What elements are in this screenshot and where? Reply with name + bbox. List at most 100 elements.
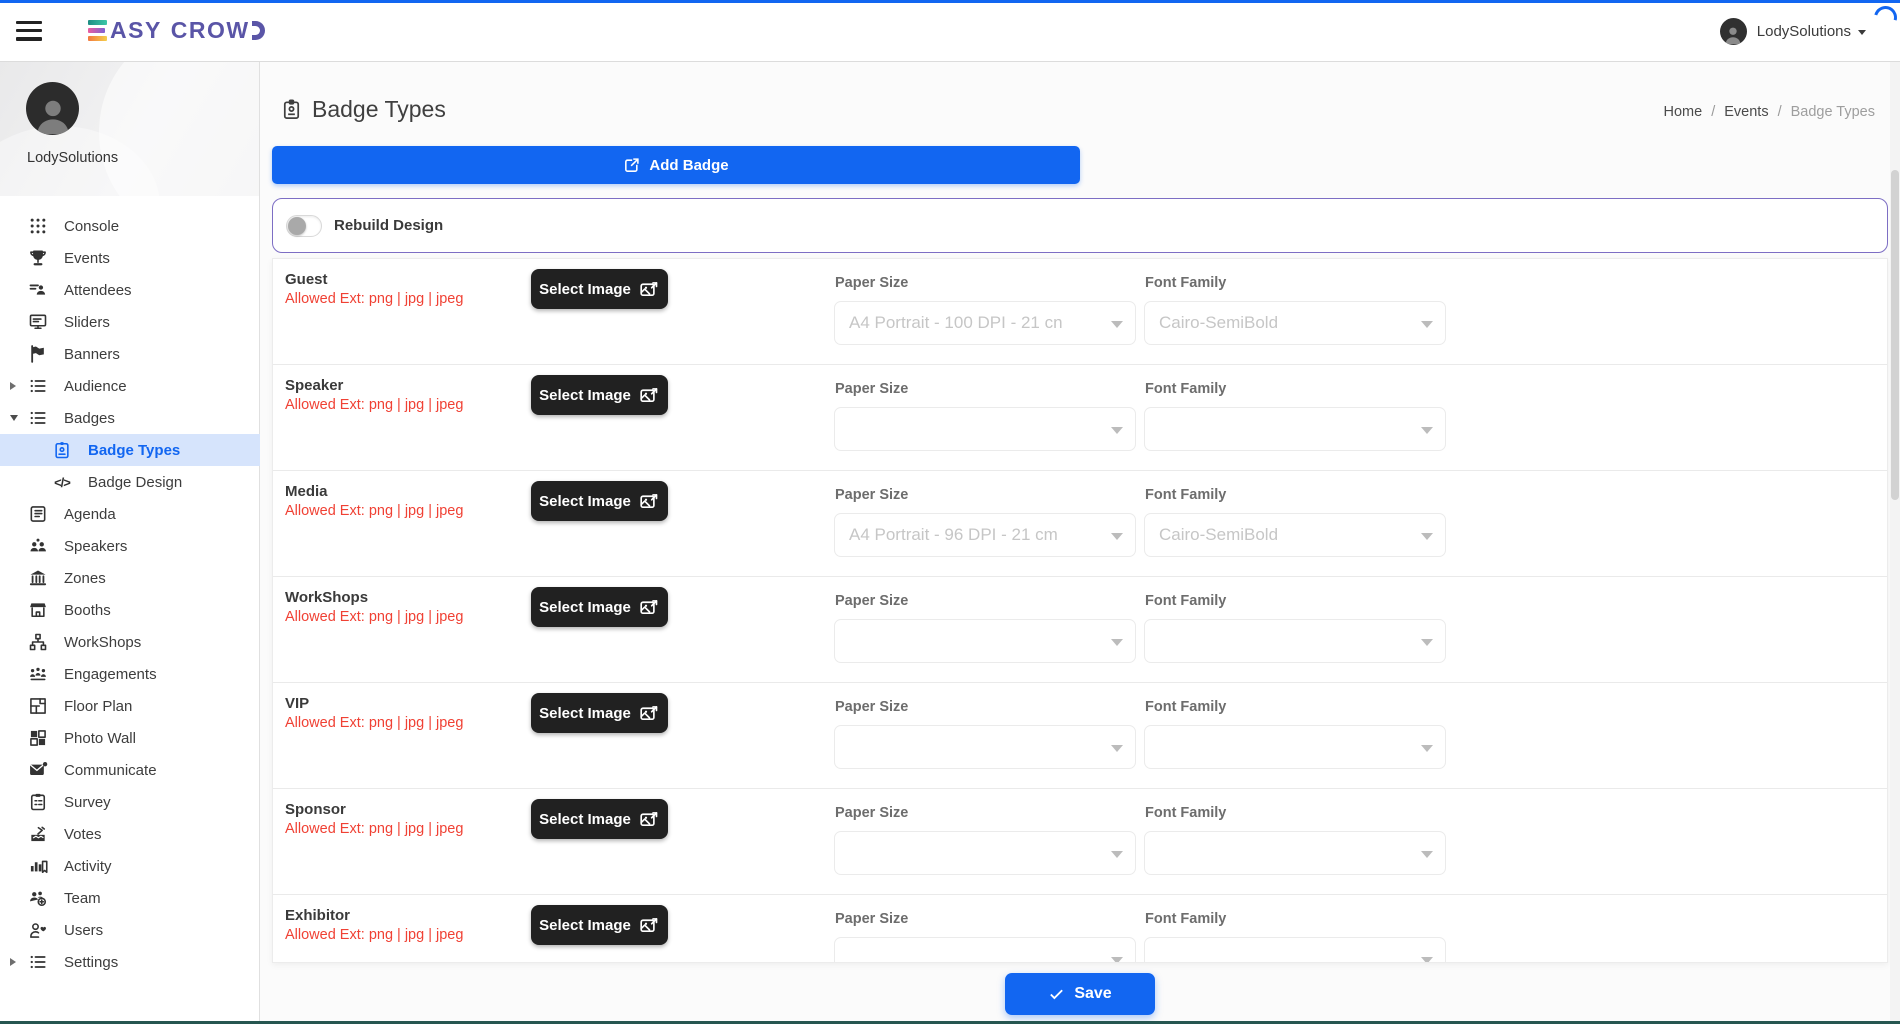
font-family-select[interactable]: Cairo-SemiBold <box>1144 301 1446 345</box>
select-image-button[interactable]: Select Image <box>531 905 668 945</box>
sidebar-item-photo-wall[interactable]: Photo Wall <box>0 722 260 754</box>
sidebar-item-label: Badges <box>64 409 115 427</box>
font-family-value: Cairo-SemiBold <box>1159 313 1279 332</box>
sidebar-item-team[interactable]: Team <box>0 882 260 914</box>
paper-size-select[interactable]: A4 Portrait - 100 DPI - 21 cn <box>834 301 1136 345</box>
team-add-icon <box>28 888 48 908</box>
sidebar-item-votes[interactable]: Votes <box>0 818 260 850</box>
sidebar-item-settings[interactable]: Settings <box>0 946 260 978</box>
brand-logo[interactable]: ASY CROW <box>88 17 265 44</box>
select-image-button[interactable]: Select Image <box>531 481 668 521</box>
chevron-down-icon <box>1111 639 1123 646</box>
paper-size-select[interactable] <box>834 831 1136 875</box>
badge-name: Sponsor <box>285 801 346 818</box>
sidebar-item-agenda[interactable]: Agenda <box>0 498 260 530</box>
sidebar-item-label: Engagements <box>64 665 157 683</box>
chevron-down-icon <box>1421 639 1433 646</box>
sidebar-item-badge-types[interactable]: Badge Types <box>0 434 260 466</box>
sidebar-item-badge-design[interactable]: </> Badge Design <box>0 466 260 498</box>
profile-avatar[interactable] <box>26 82 79 135</box>
font-family-label: Font Family <box>1145 805 1227 821</box>
font-family-select[interactable] <box>1144 619 1446 663</box>
page-title: Badge Types <box>312 96 446 122</box>
select-image-button[interactable]: Select Image <box>531 269 668 309</box>
sidebar-item-communicate[interactable]: Communicate <box>0 754 260 786</box>
add-badge-button[interactable]: Add Badge <box>272 146 1080 184</box>
image-upload-icon <box>640 281 658 296</box>
select-image-button[interactable]: Select Image <box>531 587 668 627</box>
sidebar-item-booths[interactable]: Booths <box>0 594 260 626</box>
select-image-button[interactable]: Select Image <box>531 799 668 839</box>
allowed-ext-text: Allowed Ext: png | jpg | jpeg <box>285 715 464 731</box>
paper-size-select[interactable] <box>834 725 1136 769</box>
chevron-down-icon <box>1421 745 1433 752</box>
sidebar-item-speakers[interactable]: Speakers <box>0 530 260 562</box>
sidebar-item-label: Audience <box>64 377 127 395</box>
badge-row-exhibitor: Exhibitor Allowed Ext: png | jpg | jpeg Se… <box>273 895 1887 962</box>
sidebar-item-workshops[interactable]: WorkShops <box>0 626 260 658</box>
sidebar-item-attendees[interactable]: Attendees <box>0 274 260 306</box>
font-family-select[interactable] <box>1144 725 1446 769</box>
sidebar-item-activity[interactable]: Activity <box>0 850 260 882</box>
font-family-select[interactable]: Cairo-SemiBold <box>1144 513 1446 557</box>
main-content: Badge Types Home / Events / Badge Types … <box>260 62 1890 1024</box>
paper-size-select[interactable] <box>834 619 1136 663</box>
external-link-icon <box>625 157 640 172</box>
chevron-down-icon <box>1111 427 1123 434</box>
sidebar-item-label: Votes <box>64 825 102 843</box>
user-menu[interactable]: LodySolutions <box>1719 0 1866 62</box>
scrollbar-thumb[interactable] <box>1891 170 1899 500</box>
hamburger-menu-icon[interactable] <box>16 20 42 41</box>
sidebar-item-engagements[interactable]: Engagements <box>0 658 260 690</box>
rebuild-design-toggle[interactable] <box>286 214 322 237</box>
font-family-value: Cairo-SemiBold <box>1159 525 1279 544</box>
paper-size-label: Paper Size <box>835 593 909 609</box>
select-image-button[interactable]: Select Image <box>531 375 668 415</box>
allowed-ext-text: Allowed Ext: png | jpg | jpeg <box>285 291 464 307</box>
sidebar-item-floor-plan[interactable]: Floor Plan <box>0 690 260 722</box>
chevron-right-icon <box>10 958 16 966</box>
font-family-select[interactable] <box>1144 937 1446 962</box>
sidebar-item-sliders[interactable]: Sliders <box>0 306 260 338</box>
sidebar-item-events[interactable]: Events <box>0 242 260 274</box>
sidebar-item-label: Activity <box>64 857 112 875</box>
chevron-down-icon <box>1111 745 1123 752</box>
sidebar-item-users[interactable]: Users <box>0 914 260 946</box>
paper-size-select[interactable] <box>834 937 1136 962</box>
sidebar-item-zones[interactable]: Zones <box>0 562 260 594</box>
chevron-down-icon <box>1111 851 1123 858</box>
chevron-down-icon <box>1421 851 1433 858</box>
image-upload-icon <box>640 387 658 402</box>
save-button[interactable]: Save <box>1005 973 1155 1015</box>
font-family-select[interactable] <box>1144 407 1446 451</box>
sidebar-item-badges[interactable]: Badges <box>0 402 260 434</box>
paper-size-select[interactable] <box>834 407 1136 451</box>
sidebar-item-console[interactable]: Console <box>0 210 260 242</box>
image-upload-icon <box>640 493 658 508</box>
badge-rows-card: Guest Allowed Ext: png | jpg | jpeg Select… <box>272 258 1888 963</box>
select-image-button[interactable]: Select Image <box>531 693 668 733</box>
list-icon <box>28 376 48 396</box>
brand-e-glyph <box>88 20 107 41</box>
sidebar-item-banners[interactable]: Banners <box>0 338 260 370</box>
paper-size-select[interactable]: A4 Portrait - 96 DPI - 21 cm <box>834 513 1136 557</box>
allowed-ext-text: Allowed Ext: png | jpg | jpeg <box>285 503 464 519</box>
breadcrumb-home[interactable]: Home <box>1663 104 1703 120</box>
paper-size-value: A4 Portrait - 100 DPI - 21 cn <box>849 313 1063 332</box>
sidebar-item-survey[interactable]: Survey <box>0 786 260 818</box>
console-grid-icon <box>28 216 48 236</box>
sidebar-nav: Console Events Attendees Sliders Banners Audi… <box>0 210 260 978</box>
breadcrumb: Home / Events / Badge Types <box>1663 104 1875 120</box>
paper-size-label: Paper Size <box>835 487 909 503</box>
code-icon: </> <box>54 474 71 490</box>
chevron-down-icon <box>1111 957 1123 962</box>
breadcrumb-events[interactable]: Events <box>1724 104 1769 120</box>
font-family-select[interactable] <box>1144 831 1446 875</box>
sidebar-item-audience[interactable]: Audience <box>0 370 260 402</box>
bar-chart-icon <box>28 856 48 876</box>
sidebar-item-label: Agenda <box>64 505 116 523</box>
brand-asy: ASY <box>110 17 162 43</box>
chevron-down-icon <box>1858 29 1866 35</box>
font-family-label: Font Family <box>1145 275 1227 291</box>
badge-name: Media <box>285 483 328 500</box>
